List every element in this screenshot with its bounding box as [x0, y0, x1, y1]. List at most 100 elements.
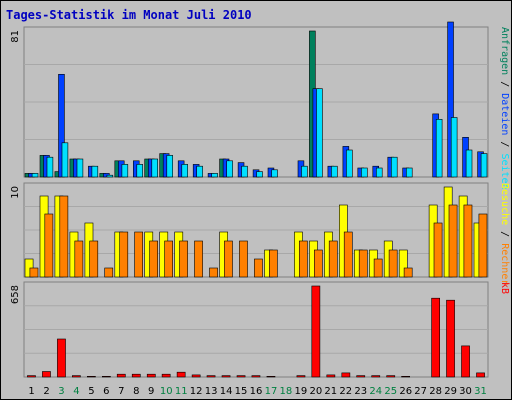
x-tick-label-day-15: 15: [235, 386, 248, 397]
bar-kb-day-14: [221, 375, 231, 378]
bar-rechner-day-17: [268, 249, 278, 278]
bar-kb-day-12: [191, 374, 201, 378]
bar-seiten-day-15: [241, 165, 248, 178]
bar-kb-day-15: [236, 375, 246, 378]
x-axis-day-labels: 1 2 3 4 5 6 7 8 9 10 11 12 13 14 15 16 17 18 19 20 21 22 23 24 2…: [28, 386, 487, 397]
requests-files-pages-panel: 81 Anfragen / Dateien / Seiten: [10, 21, 510, 190]
axis-label-part: Besuche: [499, 183, 510, 225]
bar-kb-day-28: [431, 297, 441, 378]
x-tick-label-day-12: 12: [190, 386, 203, 397]
axis-label-separator: /: [499, 135, 510, 153]
bar-kb-day-31: [476, 372, 485, 378]
bar-rechner-day-13: [209, 267, 218, 278]
axis-label-part: Rechner: [499, 243, 510, 285]
bar-kb-day-7: [116, 373, 126, 378]
bar-seiten-day-12: [196, 165, 203, 178]
x-tick-label-day-5: 5: [88, 386, 94, 397]
bar-seiten-day-11: [181, 164, 189, 178]
bar-rechner-day-29: [448, 204, 458, 278]
x-tick-label-day-11: 11: [175, 386, 188, 397]
chart-title: Tages-Statistik im Monat Juli 2010: [6, 8, 252, 22]
bar-rechner-day-16: [254, 258, 263, 278]
bar-seiten-day-19: [301, 165, 308, 178]
x-tick-label-day-21: 21: [324, 386, 337, 397]
x-tick-label-day-26: 26: [399, 386, 412, 397]
x-tick-label-day-2: 2: [43, 386, 49, 397]
bar-seiten-day-21: [331, 165, 338, 178]
bar-seiten-day-30: [465, 149, 473, 178]
bar-kb-day-4: [72, 375, 81, 378]
bar-seiten-day-13: [211, 173, 218, 178]
bar-rechner-day-21: [328, 240, 338, 278]
bar-seiten-day-28: [435, 119, 443, 178]
bar-seiten-day-25: [390, 156, 398, 178]
bar-rechner-day-20: [313, 249, 323, 278]
bar-dateien-day-29: [447, 21, 454, 178]
axis-label-part: kB: [499, 282, 510, 294]
bar-kb-day-25: [386, 375, 396, 378]
bar-kb-day-30: [461, 345, 470, 378]
bar-kb-day-17: [266, 375, 276, 378]
bar-rechner-day-5: [89, 240, 99, 278]
bar-kb-day-6: [102, 375, 111, 378]
bar-rechner-day-14: [224, 240, 233, 278]
bar-kb-day-21: [326, 374, 336, 378]
bar-kb-day-29: [446, 299, 455, 378]
bar-rechner-day-25: [388, 249, 398, 278]
bar-rechner-day-22: [343, 231, 353, 278]
bar-rechner-day-7: [119, 231, 129, 278]
bar-rechner-day-9: [149, 240, 159, 278]
bar-seiten-day-3: [61, 142, 69, 178]
bar-seiten-day-17: [271, 169, 278, 178]
bar-seiten-day-1: [31, 173, 39, 178]
chart-panels: 81 Anfragen / Dateien / Seiten 10 Besuche /…: [10, 21, 510, 378]
bar-seiten-day-5: [91, 165, 99, 178]
axis-label-part: Seiten: [499, 153, 510, 189]
x-tick-label-day-27: 27: [414, 386, 427, 397]
visits-hosts-panel: 10 Besuche / Rechner: [10, 182, 510, 285]
bar-kb-day-26: [401, 375, 411, 378]
axis-label-part: Anfragen: [499, 27, 510, 75]
x-tick-label-day-10: 10: [160, 386, 173, 397]
bar-kb-day-5: [87, 375, 96, 378]
requests-files-pages-axis-label: Anfragen / Dateien / Seiten: [499, 27, 510, 190]
bar-kb-day-3: [57, 338, 66, 378]
bar-rechner-day-10: [164, 240, 174, 278]
bar-rechner-day-4: [74, 240, 84, 278]
bar-seiten-day-6: [106, 174, 114, 178]
bar-seiten-day-7: [121, 164, 129, 178]
x-tick-label-day-17: 17: [265, 386, 278, 397]
x-tick-label-day-31: 31: [474, 386, 487, 397]
bar-kb-day-23: [356, 375, 366, 378]
bar-kb-day-22: [341, 372, 351, 378]
bar-kb-day-11: [176, 371, 186, 378]
x-tick-label-day-13: 13: [205, 386, 218, 397]
bar-rechner-day-30: [463, 204, 473, 278]
bar-seiten-day-4: [76, 158, 84, 178]
x-tick-label-day-30: 30: [459, 386, 472, 397]
x-tick-label-day-23: 23: [354, 386, 367, 397]
bar-kb-day-9: [146, 373, 156, 378]
bar-seiten-day-26: [405, 167, 413, 178]
x-tick-label-day-3: 3: [58, 386, 64, 397]
bar-kb-day-1: [27, 375, 36, 378]
bar-rechner-day-15: [239, 240, 248, 278]
bar-rechner-day-24: [373, 258, 383, 278]
bar-kb-day-2: [42, 371, 51, 378]
bar-kb-day-8: [131, 373, 141, 378]
bar-seiten-day-23: [361, 167, 368, 178]
x-tick-label-day-4: 4: [73, 386, 79, 397]
bar-rechner-day-26: [403, 267, 413, 278]
axis-label-separator: /: [499, 225, 510, 243]
bar-rechner-day-12: [194, 240, 203, 278]
bar-rechner-day-6: [104, 267, 114, 278]
x-tick-label-day-20: 20: [310, 386, 323, 397]
x-tick-label-day-24: 24: [369, 386, 382, 397]
bar-seiten-day-20: [316, 88, 323, 178]
kilobytes-axis-label: kB: [499, 282, 510, 294]
bar-kb-day-13: [206, 375, 216, 378]
x-tick-label-day-7: 7: [118, 386, 124, 397]
bar-rechner-day-3: [59, 195, 69, 278]
bar-rechner-day-8: [134, 231, 144, 278]
